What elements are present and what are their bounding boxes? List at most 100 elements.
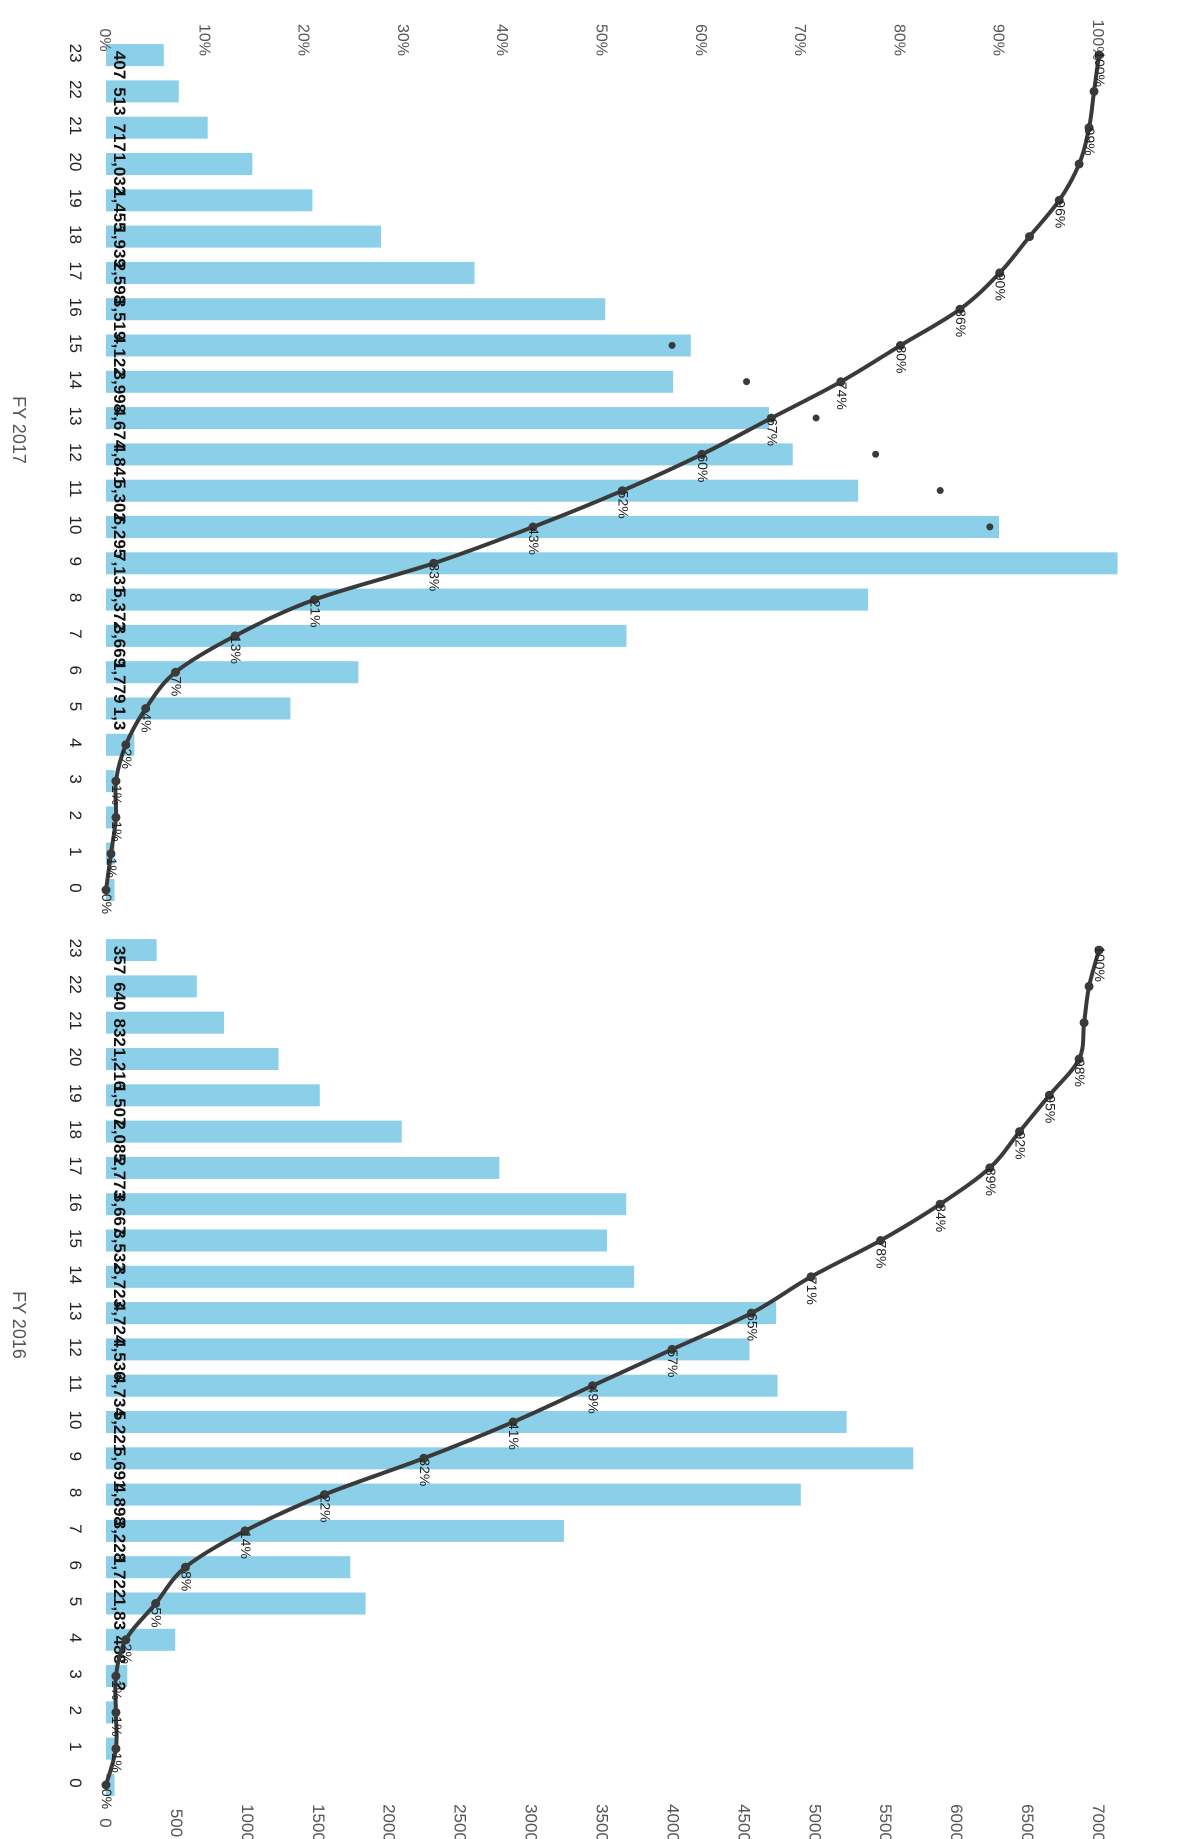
curve-point bbox=[111, 812, 121, 822]
curve-point bbox=[310, 595, 320, 605]
bar bbox=[106, 1193, 627, 1216]
value-label: 407 bbox=[110, 51, 129, 79]
bar bbox=[105, 516, 999, 538]
category-label: 6 bbox=[66, 1560, 85, 1569]
category-label: 6 bbox=[66, 665, 85, 674]
bar bbox=[106, 1229, 608, 1252]
y-tick-label: 5000 bbox=[805, 1804, 824, 1839]
curve-point bbox=[180, 1562, 190, 1572]
y2-tick-label: 80% bbox=[890, 24, 907, 56]
category-label: 4 bbox=[66, 738, 85, 747]
bar bbox=[105, 1411, 847, 1433]
bar bbox=[106, 443, 793, 466]
curve-pct-label: 14% bbox=[238, 1531, 254, 1559]
category-label: 18 bbox=[66, 1120, 85, 1139]
bar bbox=[106, 1592, 366, 1615]
curve-point bbox=[876, 1236, 886, 1245]
curve-point bbox=[429, 558, 439, 568]
curve-pct-label: 22% bbox=[317, 1495, 333, 1523]
y2-tick-label: 100% bbox=[1089, 20, 1106, 61]
value-label: 1,455 bbox=[110, 189, 129, 232]
curve-point bbox=[1054, 195, 1064, 205]
curve-dot bbox=[872, 450, 880, 458]
category-label: 22 bbox=[66, 975, 85, 994]
bar bbox=[106, 1556, 351, 1579]
y-tick-label: 0 bbox=[96, 1818, 115, 1827]
curve-pct-label: 96% bbox=[1052, 200, 1068, 228]
value-label: 3,669 bbox=[110, 625, 129, 668]
curve-pct-label: 95% bbox=[1042, 1095, 1058, 1123]
curve-point bbox=[508, 1417, 518, 1427]
category-label: 11 bbox=[66, 1375, 85, 1393]
category-label: 1 bbox=[66, 847, 85, 856]
curve-point bbox=[101, 885, 111, 895]
curve-point bbox=[111, 1671, 121, 1681]
value-label: 1,3 bbox=[110, 707, 129, 731]
curve-point bbox=[151, 1599, 161, 1608]
curve-point bbox=[240, 1526, 250, 1536]
bar bbox=[106, 261, 475, 284]
y2-tick-label: 40% bbox=[493, 24, 510, 56]
category-label: 21 bbox=[66, 1011, 85, 1030]
value-label: 3,998 bbox=[110, 371, 129, 414]
category-label: 19 bbox=[66, 189, 85, 208]
value-label: 3,532 bbox=[110, 1229, 129, 1272]
cumulative-line bbox=[104, 949, 1101, 1786]
bar bbox=[106, 1011, 225, 1034]
bar bbox=[105, 661, 359, 684]
category-label: 15 bbox=[66, 334, 85, 353]
curve-pct-label: 90% bbox=[993, 273, 1009, 301]
bar bbox=[106, 1338, 750, 1361]
curve-point bbox=[667, 1344, 677, 1354]
bar bbox=[105, 44, 164, 67]
curve-pct-label: 1% bbox=[104, 858, 120, 878]
category-label: 20 bbox=[66, 1048, 85, 1067]
curve-pct-label: 89% bbox=[983, 1168, 999, 1196]
y2-tick-label: 10% bbox=[195, 24, 212, 56]
value-label: 1,216 bbox=[110, 1048, 129, 1091]
category-label: 20 bbox=[66, 153, 85, 172]
curve-pct-label: 100% bbox=[1092, 51, 1108, 87]
curve-pct-label: 60% bbox=[695, 454, 711, 482]
bar bbox=[106, 1374, 778, 1397]
category-label: 8 bbox=[66, 1488, 85, 1497]
value-label: 717 bbox=[110, 124, 129, 152]
y2-tick-label: 50% bbox=[593, 24, 610, 56]
y2-tick-label: 0% bbox=[96, 28, 113, 51]
category-label: 14 bbox=[66, 370, 85, 389]
curve-point bbox=[1079, 1018, 1089, 1028]
value-label: 1,779 bbox=[110, 661, 129, 704]
bar bbox=[106, 770, 115, 793]
y-tick-label: 1000 bbox=[238, 1804, 257, 1839]
curve-pct-label: 1% bbox=[109, 785, 125, 805]
value-label: 4,674 bbox=[110, 407, 129, 450]
category-label: 2 bbox=[66, 1706, 85, 1715]
curve-pct-label: 21% bbox=[308, 600, 324, 628]
curve-pct-label: 8% bbox=[178, 1571, 194, 1591]
bar bbox=[105, 479, 859, 502]
category-label: 16 bbox=[66, 298, 85, 317]
curve-pct-label: 5% bbox=[149, 1607, 165, 1627]
bar bbox=[105, 80, 179, 103]
curve-pct-label: 1% bbox=[109, 1680, 125, 1700]
curve-point bbox=[1015, 1127, 1025, 1137]
curve-point bbox=[766, 413, 776, 423]
value-label: 2,773 bbox=[110, 1157, 129, 1200]
value-label: 1,83 bbox=[110, 1597, 129, 1630]
category-labels-layer: 0123456789101112131415161718192021222301… bbox=[66, 44, 85, 1788]
value-label: 6,295 bbox=[110, 516, 129, 559]
category-label: 12 bbox=[66, 443, 85, 462]
curve-point bbox=[1074, 1054, 1084, 1064]
bar bbox=[106, 370, 674, 393]
curve-point bbox=[935, 1199, 945, 1209]
value-label: 7,131 bbox=[110, 552, 129, 595]
category-label: 16 bbox=[66, 1193, 85, 1212]
curve-pct-label: 43% bbox=[526, 527, 542, 555]
curve-pct-label: 52% bbox=[615, 491, 631, 519]
category-label: 18 bbox=[66, 225, 85, 244]
curve-point bbox=[141, 704, 151, 713]
value-label: 3,519 bbox=[110, 298, 129, 341]
value-label: 5,372 bbox=[110, 588, 129, 631]
category-label: 15 bbox=[66, 1229, 85, 1248]
bar bbox=[106, 1483, 801, 1506]
